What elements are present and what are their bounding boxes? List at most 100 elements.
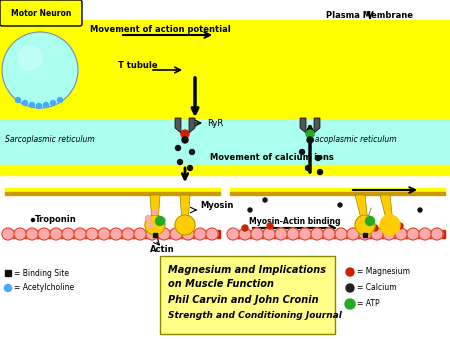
- Circle shape: [2, 32, 78, 108]
- Circle shape: [158, 228, 170, 240]
- Circle shape: [355, 215, 375, 235]
- Circle shape: [170, 228, 182, 240]
- Bar: [153, 233, 157, 237]
- Circle shape: [146, 228, 158, 240]
- Circle shape: [345, 299, 355, 309]
- Text: Actin: Actin: [150, 245, 174, 255]
- Circle shape: [431, 228, 443, 240]
- Circle shape: [323, 228, 335, 240]
- Circle shape: [419, 228, 431, 240]
- Circle shape: [275, 228, 287, 240]
- Circle shape: [183, 136, 188, 140]
- Circle shape: [26, 228, 38, 240]
- Bar: [5, 270, 11, 276]
- Circle shape: [346, 268, 354, 276]
- Polygon shape: [189, 118, 195, 133]
- Circle shape: [307, 138, 312, 142]
- Circle shape: [346, 284, 354, 292]
- Bar: [5, 188, 220, 193]
- Circle shape: [397, 223, 403, 229]
- Bar: [225, 20, 450, 120]
- Bar: [363, 233, 367, 237]
- Bar: [230, 192, 445, 195]
- Circle shape: [36, 103, 41, 108]
- Circle shape: [98, 228, 110, 240]
- Polygon shape: [314, 118, 320, 133]
- Circle shape: [287, 228, 299, 240]
- Circle shape: [161, 218, 166, 222]
- Text: Magnesium and Implications: Magnesium and Implications: [168, 265, 326, 275]
- Circle shape: [4, 284, 12, 292]
- Text: = Acetylcholine: = Acetylcholine: [14, 283, 74, 293]
- Circle shape: [315, 156, 320, 160]
- Circle shape: [50, 100, 55, 105]
- Circle shape: [407, 228, 419, 240]
- Circle shape: [395, 228, 407, 240]
- Circle shape: [300, 149, 305, 155]
- Circle shape: [30, 102, 35, 107]
- Circle shape: [248, 208, 252, 212]
- Circle shape: [227, 228, 239, 240]
- Polygon shape: [380, 195, 393, 223]
- Circle shape: [62, 228, 74, 240]
- Circle shape: [145, 215, 165, 235]
- Polygon shape: [300, 118, 306, 133]
- Polygon shape: [175, 118, 181, 133]
- Circle shape: [74, 228, 86, 240]
- Circle shape: [32, 219, 35, 221]
- Bar: [0, 20, 225, 120]
- Circle shape: [372, 225, 378, 231]
- Bar: [225, 120, 450, 170]
- Text: = ATP: = ATP: [357, 299, 380, 308]
- Bar: [0, 165, 225, 175]
- Text: Sarcoplasmic reticulum: Sarcoplasmic reticulum: [5, 136, 95, 144]
- Circle shape: [38, 228, 50, 240]
- Circle shape: [267, 223, 273, 229]
- Bar: [160, 256, 335, 334]
- Circle shape: [182, 228, 194, 240]
- Circle shape: [86, 228, 98, 240]
- Polygon shape: [180, 195, 190, 223]
- Circle shape: [50, 228, 62, 240]
- Circle shape: [188, 165, 193, 171]
- Circle shape: [311, 228, 323, 240]
- Bar: [230, 230, 445, 238]
- Circle shape: [263, 198, 267, 202]
- Circle shape: [418, 208, 422, 212]
- Bar: [0, 120, 225, 170]
- Circle shape: [189, 149, 194, 155]
- Text: Strength and Conditioning Journal: Strength and Conditioning Journal: [168, 312, 342, 320]
- Circle shape: [359, 228, 371, 240]
- Bar: [5, 192, 220, 195]
- Circle shape: [318, 170, 323, 175]
- Circle shape: [307, 137, 313, 143]
- Circle shape: [18, 46, 42, 70]
- Circle shape: [383, 228, 395, 240]
- Text: Plasma Membrane: Plasma Membrane: [327, 11, 414, 20]
- Circle shape: [206, 228, 218, 240]
- Circle shape: [335, 228, 347, 240]
- Text: Troponin: Troponin: [35, 216, 77, 224]
- Circle shape: [251, 228, 263, 240]
- Polygon shape: [355, 195, 368, 223]
- Circle shape: [148, 222, 153, 227]
- Circle shape: [242, 225, 248, 231]
- Circle shape: [182, 137, 188, 143]
- Text: = Magnesium: = Magnesium: [357, 267, 410, 277]
- Circle shape: [58, 98, 63, 102]
- Circle shape: [14, 228, 26, 240]
- Text: Movement of calcium ions: Movement of calcium ions: [210, 154, 334, 162]
- Text: T tubule: T tubule: [118, 60, 158, 69]
- Circle shape: [134, 228, 146, 240]
- Circle shape: [145, 216, 150, 220]
- Circle shape: [44, 102, 49, 107]
- Text: = Binding Site: = Binding Site: [14, 268, 69, 278]
- Text: = Calcium: = Calcium: [357, 283, 396, 293]
- Circle shape: [22, 100, 27, 105]
- Text: Movement of action potential: Movement of action potential: [90, 25, 230, 35]
- Circle shape: [156, 217, 165, 225]
- Bar: [5, 230, 220, 238]
- Circle shape: [347, 228, 359, 240]
- Circle shape: [299, 228, 311, 240]
- Circle shape: [122, 228, 134, 240]
